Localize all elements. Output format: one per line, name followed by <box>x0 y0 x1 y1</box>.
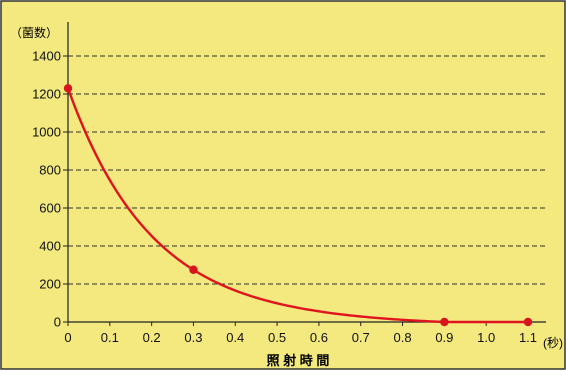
y-tick-label: 800 <box>39 163 61 178</box>
x-tick-label: 0.6 <box>310 330 328 345</box>
y-tick-label: 1200 <box>32 87 61 102</box>
x-axis-unit-label: (秒) <box>543 336 563 350</box>
data-point <box>63 84 73 93</box>
x-tick-label: 1.0 <box>477 330 495 345</box>
y-tick-label: 0 <box>54 315 61 330</box>
data-point <box>440 317 449 327</box>
x-tick-label: 0.3 <box>184 330 202 345</box>
x-tick-label: 0.8 <box>394 330 412 345</box>
series-layer <box>63 84 533 327</box>
tick-labels: 0 200 400 600 800 1000 1200 1400 0 0.1 0.2 0.3 0.4 0.… <box>32 49 537 346</box>
x-axis-label: 照 射 時 間 <box>267 353 330 368</box>
x-tick-label: 0.1 <box>101 330 119 345</box>
y-tick-label: 1000 <box>32 125 61 140</box>
data-point <box>523 317 533 327</box>
y-tick-label: 600 <box>39 201 61 216</box>
series-line <box>66 87 528 324</box>
x-tick-label: 1.1 <box>519 330 537 345</box>
y-axis-label: （菌数） <box>10 25 58 40</box>
y-tick-label: 1400 <box>32 49 61 64</box>
x-tick-label: 0 <box>64 330 71 345</box>
x-tick-label: 0.2 <box>143 330 161 345</box>
x-tick-label: 0.4 <box>226 330 244 345</box>
y-tick-label: 200 <box>39 277 61 292</box>
y-tick-label: 400 <box>39 239 61 254</box>
data-point <box>189 265 198 274</box>
x-tick-label: 0.9 <box>435 330 453 345</box>
x-tick-label: 0.7 <box>352 330 370 345</box>
x-tick-label: 0.5 <box>268 330 286 345</box>
